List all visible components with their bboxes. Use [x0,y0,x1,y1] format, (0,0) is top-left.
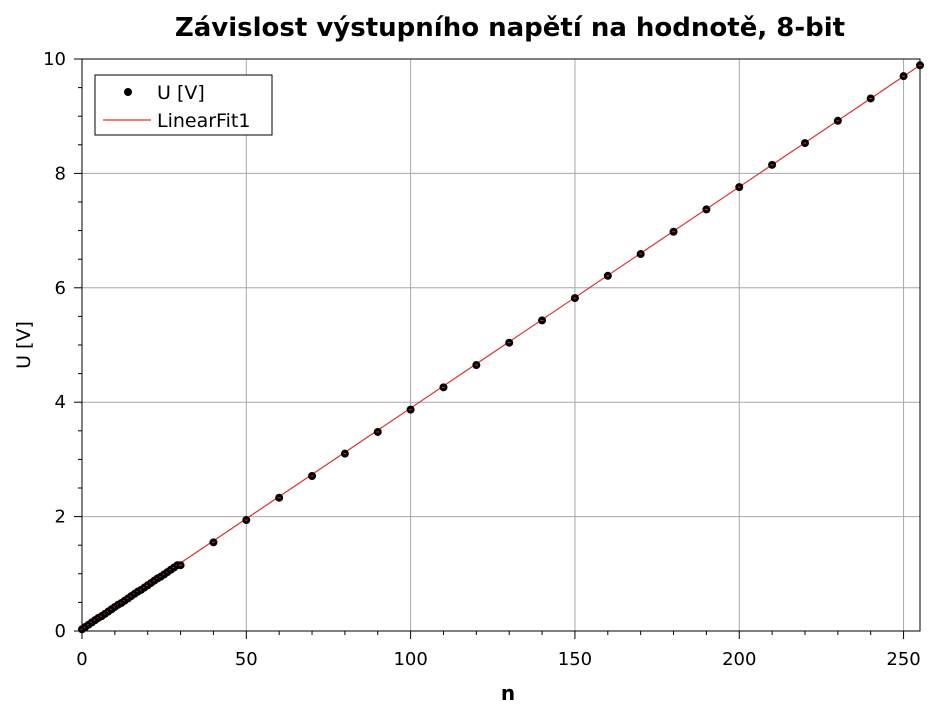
legend: U [V] LinearFit1 [95,75,272,135]
x-axis-label: n [501,681,515,705]
y-tick-label: 2 [55,507,66,528]
y-tick-label: 6 [55,278,66,299]
legend-label-points: U [V] [157,82,205,104]
y-tick-label: 4 [55,392,66,413]
x-tick-label: 150 [558,649,592,670]
y-tick-label: 8 [55,163,66,184]
y-tick-label: 10 [43,49,66,70]
legend-label-line: LinearFit1 [157,110,250,132]
x-tick-label: 50 [235,649,258,670]
legend-marker-points [124,88,132,96]
y-tick-label: 0 [55,621,66,642]
chart-title: Závislost výstupního napětí na hodnotě, … [175,13,845,43]
x-tick-label: 0 [76,649,87,670]
y-axis-label: U [V] [13,321,35,369]
x-tick-label: 200 [722,649,756,670]
x-tick-label: 250 [886,649,920,670]
x-tick-label: 100 [393,649,427,670]
